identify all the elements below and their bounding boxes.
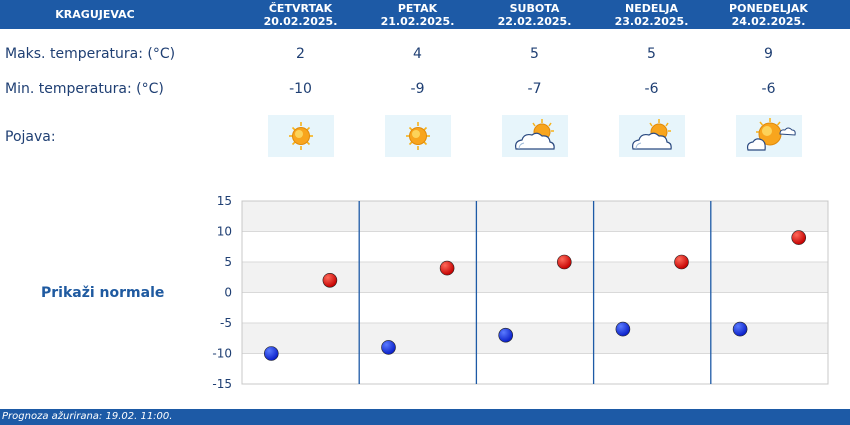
phenomenon-label: Pojava: — [5, 129, 56, 145]
sun-cloud-icon — [502, 115, 568, 157]
sun-cloud-icon — [736, 115, 802, 157]
y-tick-label: 0 — [224, 286, 232, 300]
y-tick-label: 5 — [224, 255, 232, 269]
y-tick-label: -5 — [220, 316, 232, 330]
max-temp-point — [439, 260, 455, 276]
sun-icon — [385, 115, 451, 157]
plot-band — [242, 323, 828, 354]
plot-band — [242, 231, 828, 262]
min-temp-value: -9 — [410, 81, 425, 97]
temperature-chart: 15 10 5 0 -5 -10 -15 — [212, 194, 829, 390]
max-temp-point — [556, 254, 572, 270]
day-date: 23.02.2025. — [614, 15, 689, 28]
plot-band — [242, 353, 828, 384]
day-name: ČETVRTAK — [268, 2, 333, 15]
min-temp-value: -7 — [527, 81, 542, 97]
min-temp-value: -6 — [761, 81, 776, 97]
day-name: NEDELJA — [625, 2, 678, 15]
y-tick-label: -15 — [212, 377, 232, 390]
y-tick-label: 10 — [217, 225, 232, 239]
max-temp-point — [674, 254, 689, 270]
day-header-4: PONEDELJAK 24.02.2025. — [710, 2, 827, 31]
min-temp-point — [381, 340, 396, 355]
max-temp-point — [791, 230, 807, 245]
max-temp-value: 5 — [530, 46, 539, 62]
min-temp-label: Min. temperatura: (°C) — [5, 81, 164, 97]
day-date: 22.02.2025. — [497, 15, 572, 28]
max-temp-value: 2 — [296, 46, 305, 62]
day-header-1: PETAK 21.02.2025. — [359, 2, 476, 31]
day-name: PETAK — [397, 2, 438, 15]
min-temp-point — [263, 346, 279, 361]
day-header-3: NEDELJA 23.02.2025. — [593, 2, 710, 31]
city-name: KRAGUJEVAC — [55, 8, 135, 21]
max-temp-point — [322, 273, 338, 288]
max-temp-value: 4 — [413, 46, 422, 62]
plot-band — [242, 292, 828, 323]
max-temp-value: 5 — [647, 46, 656, 62]
y-tick-label: 15 — [217, 194, 232, 208]
show-normals-link[interactable]: Prikaži normale — [41, 285, 165, 301]
day-header-0: ČETVRTAK 20.02.2025. — [242, 2, 359, 31]
day-date: 21.02.2025. — [380, 15, 455, 28]
plot-border — [241, 200, 829, 385]
y-tick-label: -10 — [212, 347, 232, 361]
min-temp-value: -10 — [289, 81, 312, 97]
day-header-2: SUBOTA 22.02.2025. — [476, 2, 593, 31]
min-temp-point — [615, 321, 631, 337]
sun-icon — [268, 115, 334, 157]
header-bar: KRAGUJEVAC ČETVRTAK 20.02.2025. PETAK 21… — [0, 0, 850, 29]
min-temp-point — [498, 327, 514, 343]
plot-band — [242, 262, 828, 293]
day-date: 24.02.2025. — [731, 15, 806, 28]
day-name: PONEDELJAK — [729, 2, 808, 15]
day-date: 20.02.2025. — [263, 15, 338, 28]
max-temp-label: Maks. temperatura: (°C) — [5, 46, 176, 62]
forecast-updated-footer: Prognoza ažurirana: 19.02. 11:00. — [0, 409, 850, 425]
sun-cloud-icon — [619, 115, 685, 157]
min-temp-point — [732, 321, 748, 337]
plot-band — [242, 201, 828, 232]
day-name: SUBOTA — [509, 2, 560, 15]
max-temp-value: 9 — [764, 46, 773, 62]
min-temp-value: -6 — [644, 81, 659, 97]
